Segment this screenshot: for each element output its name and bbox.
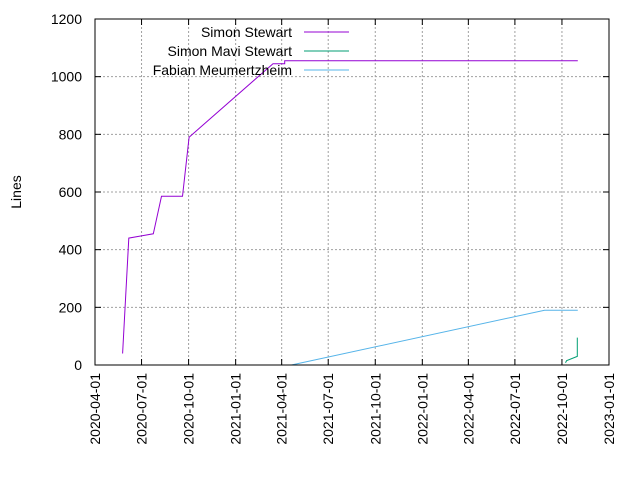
y-axis-label: Lines xyxy=(8,175,24,208)
legend-label: Simon Stewart xyxy=(201,24,292,40)
series-line xyxy=(122,60,578,354)
series-layer xyxy=(122,60,578,366)
x-tick-label: 2020-10-01 xyxy=(181,373,197,445)
x-tick-label: 2021-04-01 xyxy=(274,373,290,445)
y-tick-label: 200 xyxy=(59,299,83,315)
y-tick-label: 1200 xyxy=(51,11,82,27)
x-tick-label: 2022-04-01 xyxy=(460,373,476,445)
x-tick-label: 2023-01-01 xyxy=(601,373,617,445)
x-tick-label: 2021-10-01 xyxy=(367,373,383,445)
y-tick-label: 1000 xyxy=(51,69,82,85)
x-tick-label: 2021-07-01 xyxy=(320,373,336,445)
series-line xyxy=(291,309,578,366)
x-tick-label: 2020-07-01 xyxy=(134,373,150,445)
y-tick-label: 400 xyxy=(59,242,83,258)
y-tick-label: 800 xyxy=(59,126,83,142)
x-tick-label: 2022-01-01 xyxy=(414,373,430,445)
x-tick-label: 2022-10-01 xyxy=(554,373,570,445)
series-line xyxy=(565,337,578,363)
legend: Simon Stewart Simon Mavi Stewart Fabian Me… xyxy=(153,24,349,78)
x-tick-labels: 2020-04-01 2020-07-01 2020-10-01 2021-01-01… xyxy=(87,373,617,445)
y-tick-labels: 0 200 400 600 800 1000 1200 xyxy=(51,11,82,373)
x-tick-label: 2020-04-01 xyxy=(87,373,103,445)
axis-ticks xyxy=(94,18,610,366)
x-tick-label: 2022-07-01 xyxy=(507,373,523,445)
legend-label: Simon Mavi Stewart xyxy=(168,43,293,59)
legend-label: Fabian Meumertzheim xyxy=(153,62,292,78)
grid xyxy=(95,19,609,365)
x-tick-label: 2021-01-01 xyxy=(228,373,244,445)
y-tick-label: 0 xyxy=(74,357,82,373)
y-tick-label: 600 xyxy=(59,184,83,200)
